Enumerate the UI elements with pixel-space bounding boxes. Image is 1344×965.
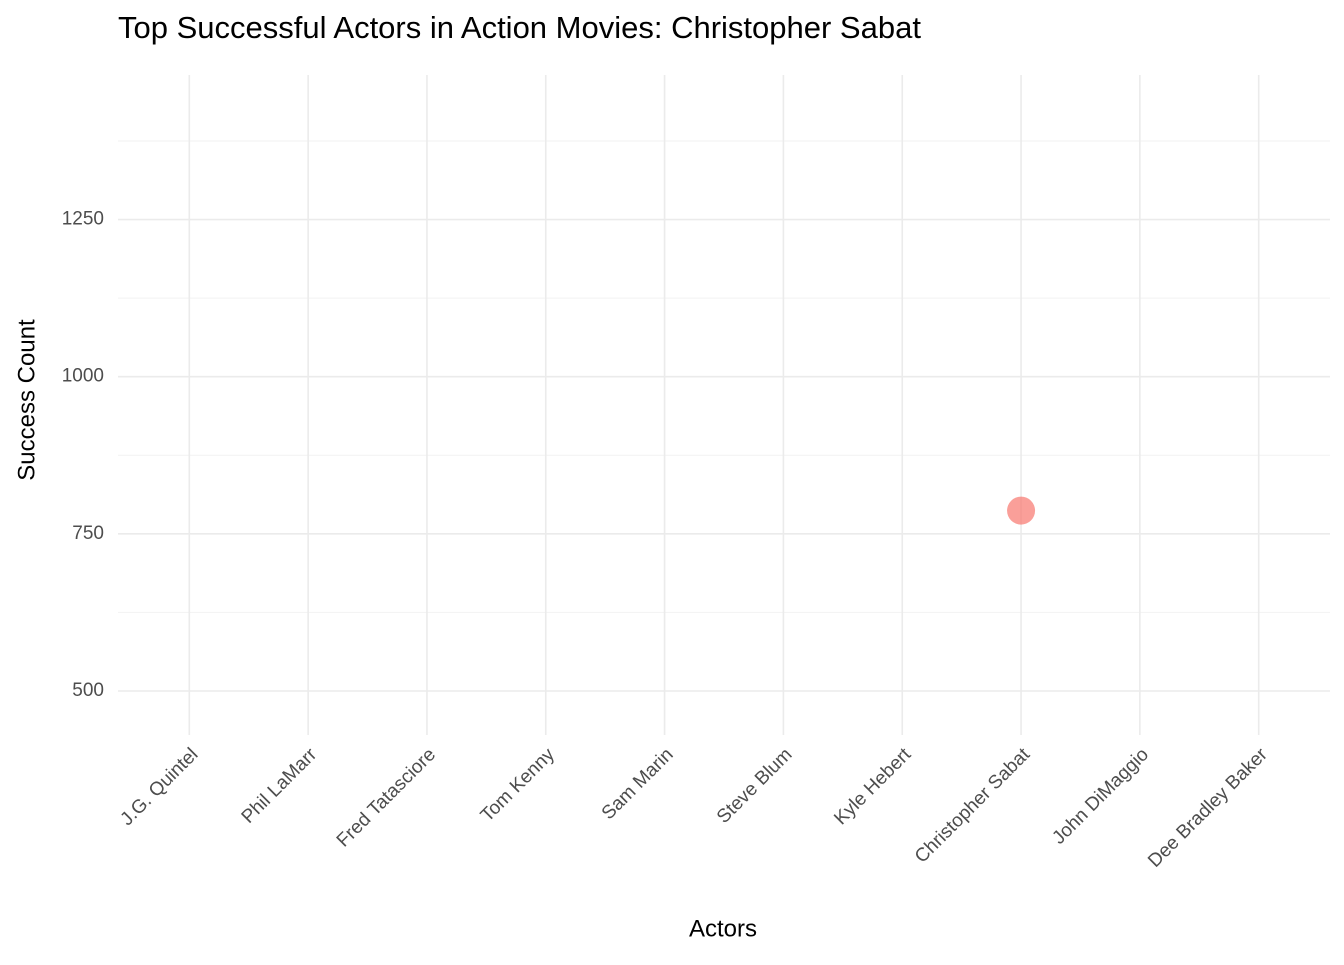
y-tick-label: 500 <box>72 680 104 701</box>
x-tick-label: Tom Kenny <box>477 744 559 826</box>
x-tick-label: Sam Marin <box>598 744 678 824</box>
x-tick-label: Dee Bradley Baker <box>1144 744 1272 872</box>
x-tick-label: Kyle Hebert <box>830 744 916 830</box>
y-tick-label: 750 <box>72 523 104 544</box>
y-axis-label: Success Count <box>13 319 40 481</box>
chart-title: Top Successful Actors in Action Movies: … <box>118 10 921 45</box>
x-tick-label: John DiMaggio <box>1048 744 1152 848</box>
x-axis-label: Actors <box>689 915 757 942</box>
y-tick-label: 1250 <box>62 209 104 230</box>
point <box>1007 496 1036 525</box>
x-tick-label: Fred Tatasciore <box>333 744 440 851</box>
x-tick-label: Phil LaMarr <box>238 744 322 828</box>
x-tick-label: J.G. Quintel <box>117 744 203 830</box>
y-tick-label: 1000 <box>62 366 104 387</box>
x-tick-label: Steve Blum <box>713 744 797 828</box>
x-tick-label: Christopher Sabat <box>911 744 1035 868</box>
